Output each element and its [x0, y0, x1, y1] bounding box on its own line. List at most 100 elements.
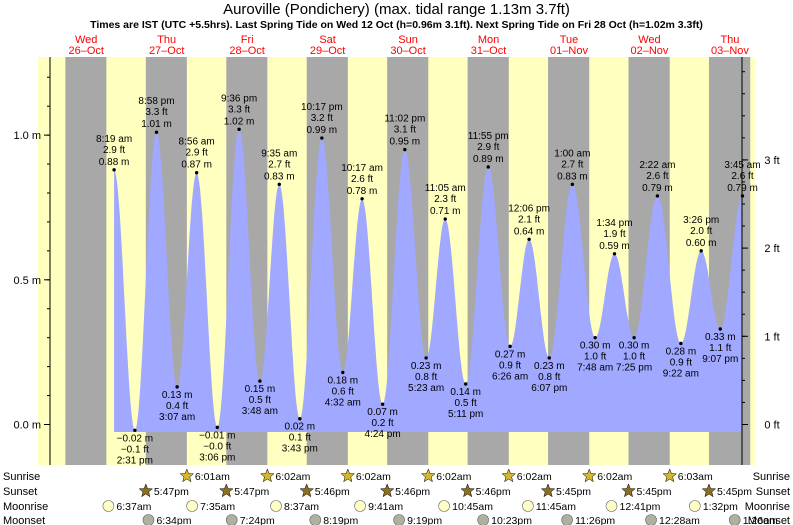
day-label: Sat	[319, 34, 336, 46]
high-tide-point	[194, 171, 199, 175]
moonset-moon-icon	[142, 514, 155, 525]
moonset-moon-icon	[393, 514, 405, 525]
low-tide-point	[463, 382, 468, 386]
low-tide-point	[547, 356, 551, 360]
sunset-time: 5:46pm	[315, 486, 350, 498]
moonset-time: 11:26pm	[575, 515, 615, 525]
date-label: 03–Nov	[711, 45, 749, 57]
moonrise-time: 9:41am	[368, 501, 403, 513]
high-tide-m: 0.59 m	[599, 241, 630, 252]
high-tide-m: 0.83 m	[264, 171, 295, 182]
low-tide-ft: 1.0 ft	[584, 352, 606, 363]
chart-subtitle: Times are IST (UTC +5.5hrs). Last Spring…	[90, 19, 703, 31]
high-tide-point	[320, 136, 324, 140]
low-tide-time: 3:07 am	[159, 412, 195, 423]
sunrise-star-icon	[501, 468, 517, 483]
moonset-time: 8:19pm	[323, 515, 358, 525]
moonset-moon-icon	[728, 514, 741, 525]
y-tick-label-m: 0.5 m	[13, 275, 41, 287]
moonset-time: 12:28am	[659, 515, 700, 525]
low-tide-time: 4:24 pm	[365, 429, 401, 440]
high-tide-time: 1:00 am	[554, 148, 590, 159]
high-tide-time: 8:19 am	[96, 134, 132, 145]
sunrise-star-icon	[260, 468, 275, 483]
low-tide-m: 0.30 m	[580, 341, 611, 352]
moonrise-time: 10:45am	[452, 501, 493, 513]
high-tide-ft: 2.3 ft	[434, 194, 456, 205]
high-tide-time: 11:05 am	[425, 183, 466, 194]
low-tide-ft: 0.6 ft	[332, 386, 354, 397]
sunrise-time: 6:02am	[597, 471, 632, 483]
low-tide-point	[679, 341, 683, 346]
high-tide-ft: 2.6 ft	[731, 171, 753, 182]
moonrise-moon-icon	[102, 500, 115, 512]
day-label: Tue	[560, 34, 579, 46]
sunset-star-icon	[299, 483, 315, 498]
high-tide-ft: 3.3 ft	[228, 104, 250, 115]
moonset-label-right: Moonset	[748, 515, 790, 525]
high-tide-m: 1.02 m	[224, 116, 255, 127]
high-tide-point	[527, 237, 531, 241]
low-tide-point	[258, 379, 262, 383]
day-label: Wed	[75, 34, 97, 46]
low-tide-m: 0.14 m	[450, 387, 481, 398]
high-tide-m: 0.79 m	[727, 183, 758, 194]
low-tide-m: 0.13 m	[162, 390, 193, 401]
date-label: 27–Oct	[149, 45, 184, 57]
moonrise-time: 12:41pm	[620, 501, 661, 513]
y-tick-label-ft: 2 ft	[764, 243, 779, 255]
date-label: 29–Oct	[310, 45, 345, 57]
moonrise-time: 8:37am	[284, 501, 319, 513]
sunset-star-icon	[218, 483, 234, 498]
moonrise-moon-icon	[354, 500, 366, 512]
high-tide-ft: 3.3 ft	[145, 107, 167, 118]
sunrise-star-icon	[340, 468, 356, 483]
low-tide-ft: 0.4 ft	[166, 401, 188, 412]
high-tide-m: 0.78 m	[347, 186, 378, 197]
date-label: 28–Oct	[229, 45, 264, 57]
low-tide-m: −0.01 m	[199, 430, 235, 441]
high-tide-time: 1:34 pm	[596, 218, 632, 229]
high-tide-ft: 3.1 ft	[394, 125, 416, 136]
high-tide-ft: 2.6 ft	[351, 174, 373, 185]
high-tide-point	[112, 168, 116, 172]
sunset-star-icon	[540, 483, 556, 498]
low-tide-ft: −0.0 ft	[203, 441, 231, 452]
high-tide-ft: 2.1 ft	[518, 214, 540, 225]
low-tide-ft: 0.8 ft	[538, 372, 560, 383]
moonrise-label-left: Moonrise	[3, 501, 48, 513]
moonset-time: 9:19pm	[407, 515, 442, 525]
low-tide-ft: 0.9 ft	[499, 360, 521, 371]
low-tide-point	[341, 370, 345, 375]
high-tide-point	[740, 194, 745, 198]
sunrise-star-icon	[581, 468, 597, 483]
high-tide-ft: 2.9 ft	[103, 145, 125, 156]
sunset-label-left: Sunset	[3, 486, 37, 498]
high-tide-time: 2:22 am	[639, 160, 675, 171]
high-tide-m: 0.89 m	[473, 154, 504, 165]
low-tide-time: 6:07 pm	[531, 383, 567, 394]
day-label: Wed	[638, 34, 660, 46]
low-tide-point	[593, 335, 597, 340]
day-label: Fri	[241, 34, 254, 46]
sunrise-label-left: Sunrise	[3, 471, 40, 483]
high-tide-m: 0.95 m	[390, 137, 421, 148]
low-tide-time: 7:48 am	[577, 363, 613, 374]
moonrise-time: 1:32pm	[703, 501, 738, 513]
y-tick-label-m: 1.0 m	[13, 130, 41, 142]
y-tick-label-ft: 1 ft	[764, 331, 779, 343]
day-label: Thu	[720, 34, 739, 46]
high-tide-ft: 2.9 ft	[186, 148, 208, 159]
moonrise-moon-icon	[186, 500, 198, 512]
high-tide-ft: 2.9 ft	[477, 142, 499, 153]
high-tide-m: 0.60 m	[686, 238, 717, 249]
date-label: 01–Nov	[550, 45, 588, 57]
sunset-time: 5:46pm	[476, 486, 511, 498]
high-tide-m: 0.87 m	[181, 160, 212, 171]
moonrise-moon-icon	[605, 500, 618, 512]
night-band	[65, 57, 107, 465]
high-tide-point	[403, 147, 407, 152]
low-tide-ft: 1.0 ft	[623, 352, 645, 363]
low-tide-time: 9:07 pm	[702, 354, 738, 365]
high-tide-time: 8:56 am	[179, 137, 215, 148]
